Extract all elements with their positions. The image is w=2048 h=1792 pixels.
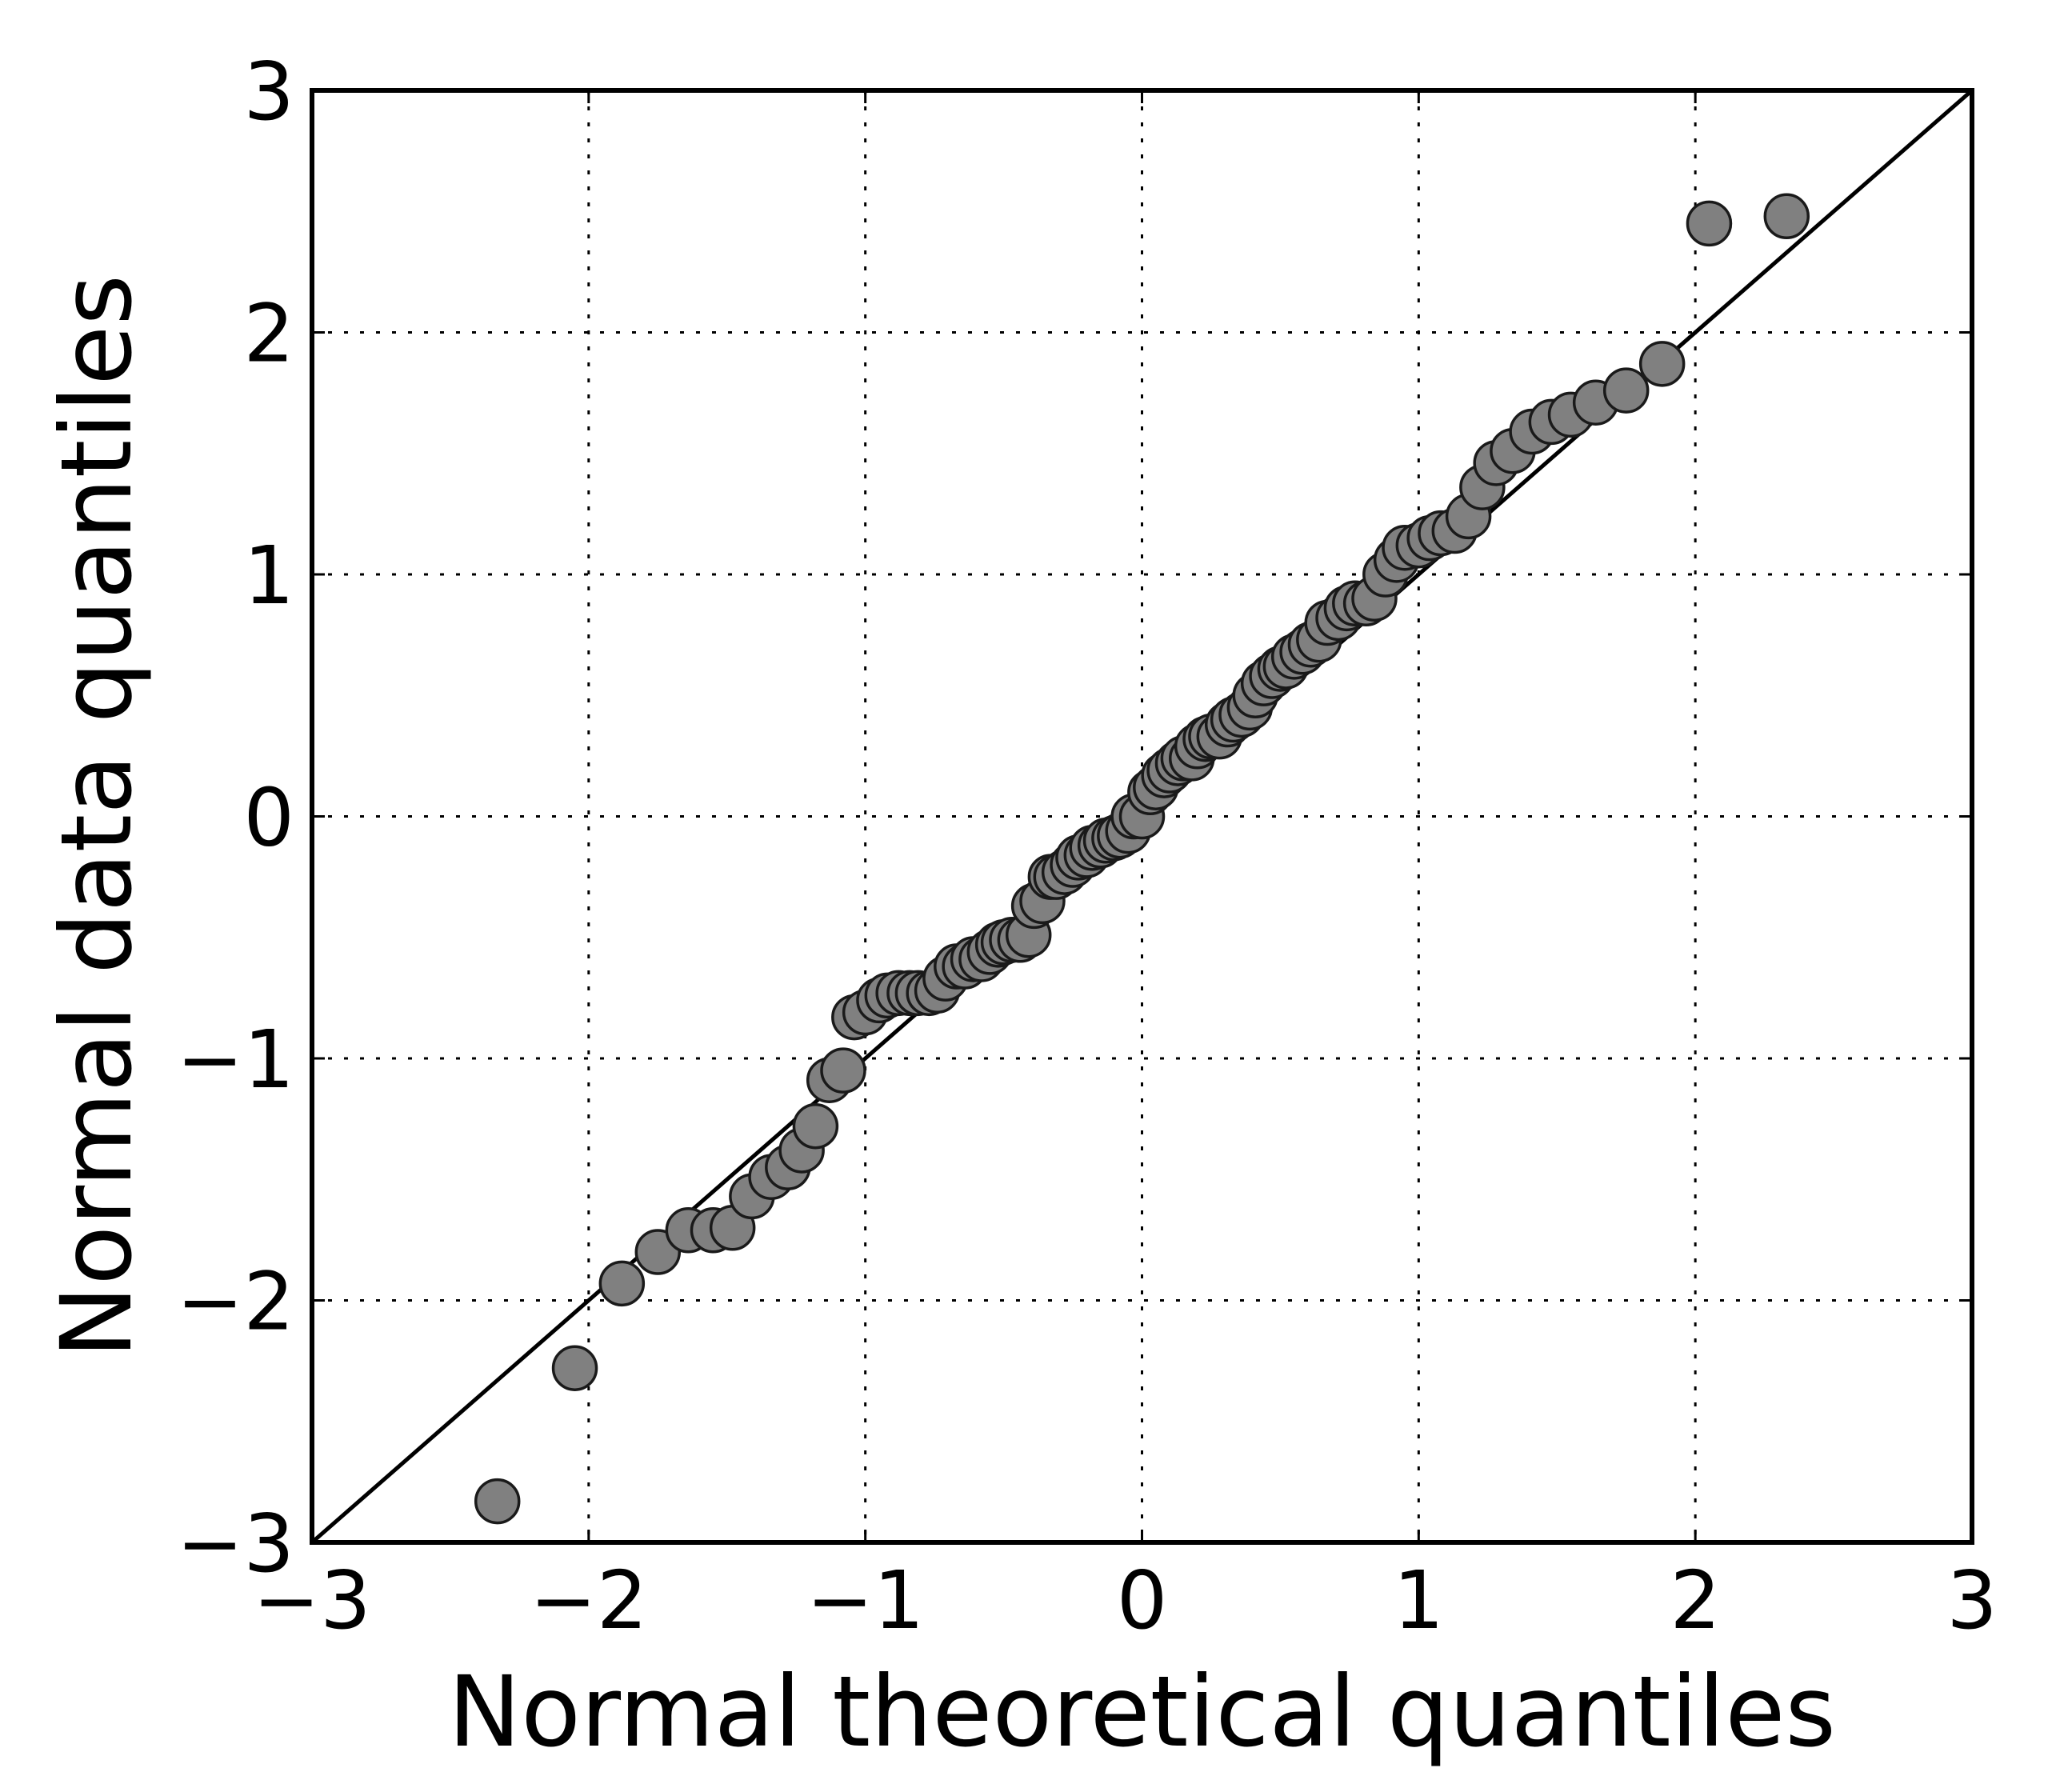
y-tick-label: 3 [243,45,294,138]
data-point [1763,193,1810,240]
y-tick-labels: −3 −2 −1 0 1 2 3 [177,45,294,1590]
y-tick-label: 1 [243,529,294,622]
y-axis-label: Normal data quantiles [40,274,154,1358]
y-tick-label: −3 [177,1497,294,1590]
x-tick-label: 2 [1670,1554,1721,1647]
data-point [474,1478,521,1525]
data-point [551,1345,598,1391]
x-tick-label: −3 [253,1554,370,1647]
data-points [474,193,1810,1525]
data-point [1638,341,1686,387]
data-point [598,1260,646,1307]
x-tick-label: 0 [1117,1554,1168,1647]
y-tick-label: −1 [177,1013,294,1106]
x-tick-label: −2 [530,1554,647,1647]
y-tick-label: −2 [177,1255,294,1349]
x-tick-label: 3 [1946,1554,1998,1647]
data-point [820,1047,866,1094]
plot-frame [310,88,1974,1545]
x-tick-labels: −3 −2 −1 0 1 2 3 [253,1554,1998,1647]
data-point [1602,367,1650,414]
y-tick-label: 2 [243,287,294,381]
x-tick-label: −1 [806,1554,924,1647]
data-point [1686,200,1733,247]
x-tick-label: 1 [1394,1554,1445,1647]
y-tick-label: 0 [243,771,294,865]
x-axis-label: Normal theoretical quantiles [448,1655,1836,1769]
data-point [792,1102,839,1150]
